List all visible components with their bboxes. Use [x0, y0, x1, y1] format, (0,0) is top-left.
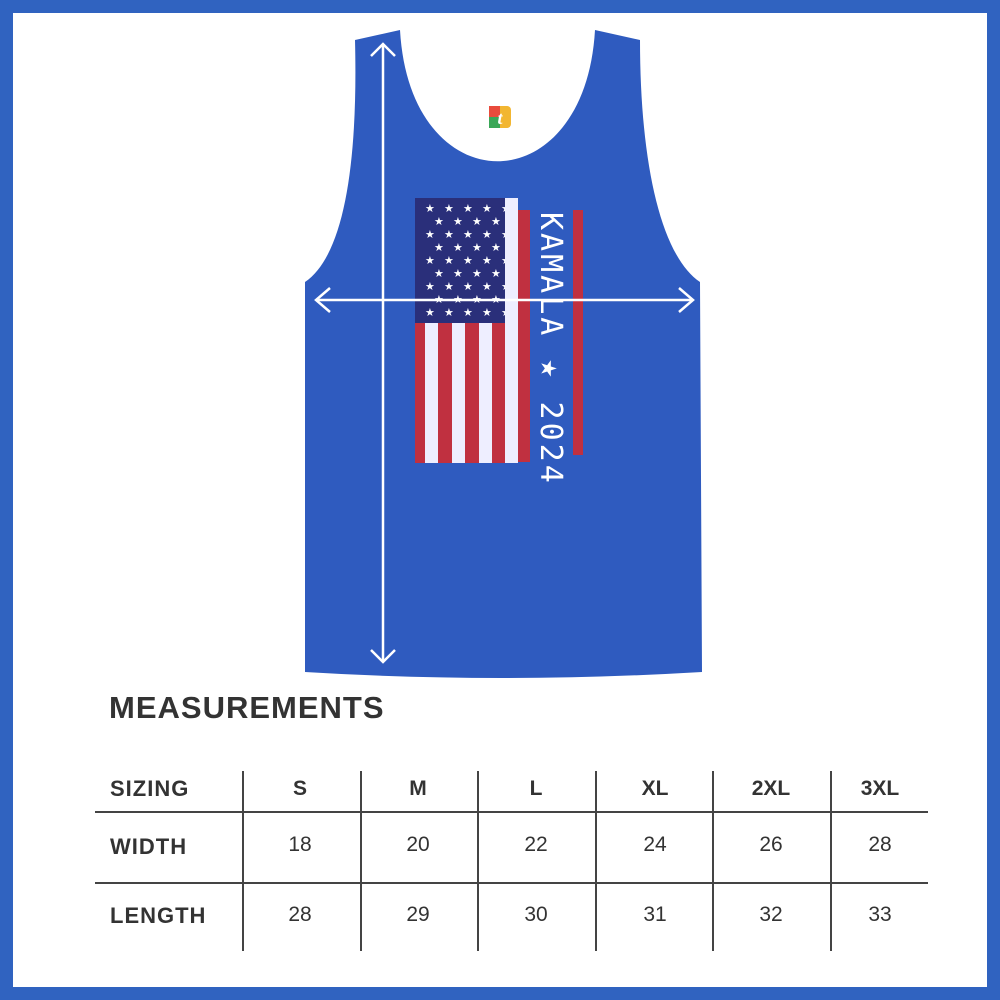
flag-star-icon: ★	[463, 281, 473, 293]
flag-star-icon: ★	[463, 229, 473, 241]
table-cell: 18	[288, 833, 312, 856]
print-text: KAMALA ★ 2024	[533, 212, 568, 486]
flag-star-icon: ★	[425, 229, 435, 241]
flag-star-icon: ★	[444, 203, 454, 215]
flag-star-icon: ★	[425, 203, 435, 215]
table-cell: 24	[643, 833, 667, 856]
flag-star-icon: ★	[434, 242, 444, 254]
flag-star-icon: ★	[463, 307, 473, 319]
flag-star-icon: ★	[425, 255, 435, 267]
table-column-divider	[595, 771, 597, 951]
brand-tag-icon: t	[489, 106, 511, 128]
size-header-1: S	[292, 777, 308, 800]
flag-star-icon: ★	[472, 268, 482, 280]
flag-star-icon: ★	[491, 268, 501, 280]
table-cell: 28	[288, 903, 312, 926]
flag-star-icon: ★	[463, 203, 473, 215]
flag-star-icon: ★	[482, 203, 492, 215]
width-arrow	[314, 287, 695, 313]
length-arrow	[370, 42, 396, 664]
flag-star-icon: ★	[463, 255, 473, 267]
table-column-divider	[830, 771, 832, 951]
flag-star-icon: ★	[482, 229, 492, 241]
table-cell: 30	[524, 903, 548, 926]
table-column-divider	[712, 771, 714, 951]
table-column-divider	[477, 771, 479, 951]
size-header-3: L	[529, 777, 543, 800]
size-header-6: 3XL	[860, 777, 900, 800]
flag-star-icon: ★	[491, 216, 501, 228]
flag-star-icon: ★	[444, 281, 454, 293]
table-column-divider	[242, 771, 244, 951]
flag-star-icon: ★	[444, 255, 454, 267]
table-cell: 29	[406, 903, 430, 926]
flag-star-icon: ★	[453, 216, 463, 228]
sizing-header: SIZING	[110, 776, 190, 801]
table-cell: 28	[868, 833, 892, 856]
table-cell: 26	[759, 833, 783, 856]
svg-text:t: t	[497, 108, 503, 128]
table-cell: 31	[643, 903, 667, 926]
table-cell: 20	[406, 833, 430, 856]
table-divider	[95, 811, 928, 813]
table-column-divider	[360, 771, 362, 951]
row-label-length: LENGTH	[110, 903, 207, 928]
flag-star-icon: ★	[482, 307, 492, 319]
flag-star-icon: ★	[472, 216, 482, 228]
size-header-2: M	[409, 777, 427, 800]
flag-star-icon: ★	[482, 255, 492, 267]
flag-star-icon: ★	[482, 281, 492, 293]
flag-star-icon: ★	[444, 229, 454, 241]
flag-star-icon: ★	[425, 307, 435, 319]
flag-star-icon: ★	[434, 216, 444, 228]
flag-graphic: ★★★★★★★★★★★★★★★★★★★★★★★★★★★★★★★★★★★★★★★★…	[415, 198, 583, 463]
row-label-width: WIDTH	[110, 834, 188, 859]
table-cell: 32	[759, 903, 783, 926]
flag-star-icon: ★	[425, 281, 435, 293]
size-header-5: 2XL	[751, 777, 791, 800]
flag-star-icon: ★	[453, 242, 463, 254]
table-cell: 22	[524, 833, 548, 856]
measurements-title: MEASUREMENTS	[109, 690, 385, 725]
flag-star-icon: ★	[434, 268, 444, 280]
flag-star-icon: ★	[491, 242, 501, 254]
table-cell: 33	[868, 903, 892, 926]
flag-star-icon: ★	[444, 307, 454, 319]
flag-star-icon: ★	[453, 268, 463, 280]
table-divider	[95, 882, 928, 884]
flag-star-icon: ★	[472, 242, 482, 254]
size-header-4: XL	[641, 777, 669, 800]
